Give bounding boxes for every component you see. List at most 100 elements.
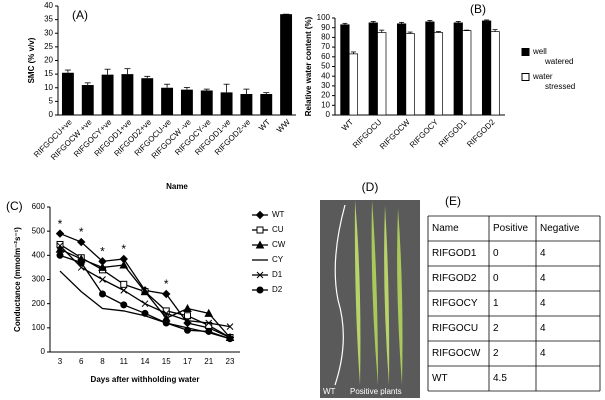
bar: [368, 22, 378, 116]
x-tick-label: 14: [141, 357, 150, 366]
y-tick-label: 15: [44, 69, 53, 78]
photo-label: (D): [362, 180, 379, 194]
y-tick-label: 600: [32, 202, 46, 211]
y-tick-label: 40: [44, 1, 53, 10]
bar: [348, 53, 359, 116]
x-tick-label: 11: [120, 357, 129, 366]
x-tick-label: 21: [204, 357, 213, 366]
bar: [280, 14, 293, 115]
table-cell: WT: [432, 373, 448, 384]
y-tick-label: 0: [41, 347, 46, 356]
bar: [433, 32, 444, 116]
marker: [255, 210, 265, 220]
x-tick-label: 17: [183, 357, 192, 366]
marker: [99, 290, 106, 298]
y-tick-label: 30: [321, 81, 330, 90]
table-cell: RIFGOD1: [432, 248, 477, 259]
marker: [184, 312, 191, 320]
y-tick-label: 25: [44, 42, 53, 51]
bar: [405, 33, 415, 116]
marker: [205, 327, 213, 335]
wt-leaf: [334, 204, 346, 386]
marker: [56, 242, 64, 250]
legend-swatch: [521, 48, 530, 56]
table-header: Positive: [493, 223, 528, 234]
marker: [184, 317, 191, 324]
marker: [162, 289, 171, 299]
y-tick-label: 90: [321, 23, 330, 32]
line: [59, 270, 231, 340]
marker: [183, 303, 192, 312]
table-cell: 2: [493, 323, 499, 334]
y-tick-label: 50: [321, 62, 330, 71]
legend-label: D2: [272, 285, 283, 294]
table-cell: RIFGOD2: [432, 273, 477, 284]
y-tick-label: 35: [44, 15, 53, 24]
bar: [61, 72, 74, 115]
y-tick-label: 0: [326, 110, 331, 119]
photo-bg: [320, 200, 420, 398]
bar: [240, 94, 253, 115]
table-cell: 4: [540, 273, 546, 284]
table-cell: 0: [493, 273, 499, 284]
table-cell: 0: [493, 248, 499, 259]
y-tick-label: 60: [321, 52, 330, 61]
table-cell: 4: [540, 348, 546, 359]
y-axis-title: Relative water content (%): [304, 16, 313, 116]
table-cell: 4.5: [493, 373, 507, 384]
x-tick-label: 8: [100, 357, 105, 366]
marker: [256, 271, 264, 279]
leaf: [384, 205, 390, 385]
marker: [141, 309, 149, 317]
y-tick-label: 5: [49, 96, 54, 105]
marker: [77, 237, 86, 247]
legend-label: well watered: [532, 47, 573, 66]
marker: [226, 323, 234, 330]
marker: [162, 319, 170, 327]
photo-text: Positive plants: [350, 387, 402, 396]
bar: [161, 87, 174, 115]
marker: [55, 229, 65, 238]
annotation: *: [121, 242, 126, 256]
x-tick-label: WW: [275, 117, 292, 134]
x-tick-label: WT: [340, 117, 355, 132]
marker: [56, 251, 64, 259]
chart-title: (B): [470, 2, 486, 16]
marker: [141, 300, 149, 308]
chart-title: (A): [72, 8, 88, 22]
x-tick-label: RIFGOD1: [437, 117, 469, 149]
y-tick-label: 40: [321, 71, 330, 80]
table-cell: 4: [540, 248, 546, 259]
table-cell: RIFGOCU: [432, 323, 478, 334]
bar: [462, 30, 472, 116]
marker: [119, 260, 129, 269]
bar: [180, 89, 193, 115]
bar: [81, 85, 94, 115]
x-axis-title: Days after withholding water: [91, 375, 200, 384]
legend-label: CU: [272, 225, 284, 234]
annotation: *: [100, 245, 105, 259]
leaf: [354, 200, 361, 385]
y-tick-label: 200: [32, 299, 46, 308]
bar: [200, 90, 213, 115]
y-tick-label: 10: [44, 83, 53, 92]
bar: [260, 94, 273, 115]
y-tick-label: 300: [32, 275, 46, 284]
y-tick-label: 30: [44, 28, 53, 37]
y-tick-label: 20: [321, 91, 330, 100]
leaf: [371, 200, 378, 385]
x-tick-label: 15: [162, 357, 171, 366]
annotation: *: [58, 217, 63, 231]
marker: [77, 259, 85, 267]
bar: [490, 31, 500, 116]
bar: [101, 74, 114, 115]
x-tick-label: RIFGOCW: [378, 117, 412, 151]
marker: [120, 287, 128, 294]
leaf: [397, 208, 403, 385]
y-tick-label: 10: [321, 100, 330, 109]
table-cell: 4: [540, 323, 546, 334]
y-tick-label: 100: [32, 323, 46, 332]
bar: [396, 23, 407, 116]
legend-swatch: [521, 73, 530, 81]
y-tick-label: 70: [321, 42, 330, 51]
